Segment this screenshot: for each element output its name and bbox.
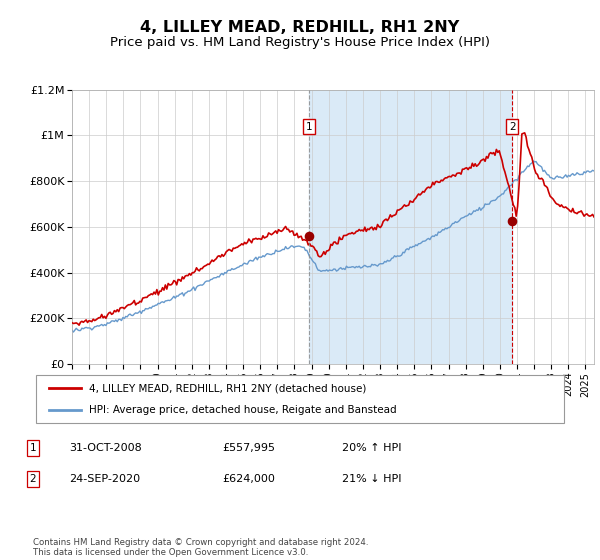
Point [508, 217, 517, 226]
Text: 4, LILLEY MEAD, REDHILL, RH1 2NY (detached house): 4, LILLEY MEAD, REDHILL, RH1 2NY (detach… [89, 383, 366, 393]
Text: 31-OCT-2008: 31-OCT-2008 [69, 443, 142, 453]
Text: 1: 1 [305, 122, 312, 132]
Text: £624,000: £624,000 [222, 474, 275, 484]
FancyBboxPatch shape [36, 375, 564, 423]
Text: £557,995: £557,995 [222, 443, 275, 453]
Text: 4, LILLEY MEAD, REDHILL, RH1 2NY: 4, LILLEY MEAD, REDHILL, RH1 2NY [140, 20, 460, 35]
Text: 1: 1 [29, 443, 37, 453]
Text: 24-SEP-2020: 24-SEP-2020 [69, 474, 140, 484]
Text: Price paid vs. HM Land Registry's House Price Index (HPI): Price paid vs. HM Land Registry's House … [110, 36, 490, 49]
Bar [308, 90, 512, 364]
Text: 20% ↑ HPI: 20% ↑ HPI [342, 443, 401, 453]
Text: 2: 2 [509, 122, 515, 132]
Point [304, 232, 313, 241]
Text: HPI: Average price, detached house, Reigate and Banstead: HPI: Average price, detached house, Reig… [89, 405, 397, 415]
Text: Contains HM Land Registry data © Crown copyright and database right 2024.
This d: Contains HM Land Registry data © Crown c… [33, 538, 368, 557]
Text: 2: 2 [29, 474, 37, 484]
Text: 21% ↓ HPI: 21% ↓ HPI [342, 474, 401, 484]
